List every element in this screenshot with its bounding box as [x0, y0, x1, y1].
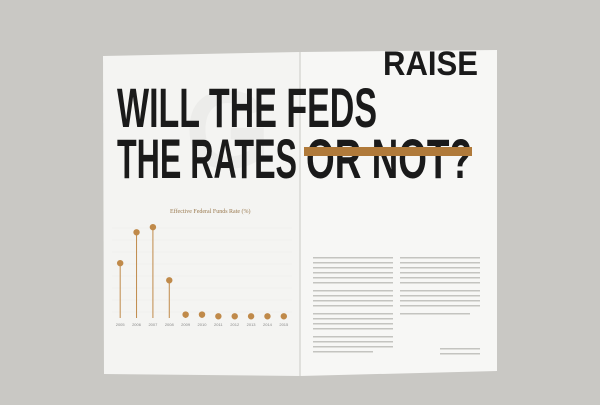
dot	[215, 313, 222, 320]
body-text	[313, 257, 480, 355]
left-page	[103, 52, 300, 376]
dot	[116, 259, 124, 267]
headline: THE RATES	[117, 127, 297, 190]
x-tick-label: 2012	[230, 322, 240, 327]
dot	[166, 277, 173, 284]
dot	[182, 311, 189, 318]
headline: RAISE	[383, 45, 478, 83]
right-page	[300, 50, 497, 376]
strike-bar	[304, 147, 472, 156]
headline: OR NOT?	[306, 127, 472, 190]
x-tick-label: 2006	[132, 322, 142, 327]
x-tick-label: 2007	[148, 322, 158, 327]
dot	[231, 313, 238, 320]
x-tick-label: 2010	[198, 322, 208, 327]
dot	[133, 229, 140, 236]
dot	[198, 311, 206, 318]
dot	[247, 313, 255, 320]
headline: WILL THE FEDS	[117, 76, 377, 139]
x-tick-label: 2008	[165, 322, 175, 327]
background-glyph: G	[185, 69, 271, 192]
x-tick-label: 2005	[116, 322, 126, 327]
x-tick-label: 2015	[279, 322, 289, 327]
dot	[280, 313, 288, 320]
x-tick-label: 2011	[214, 322, 223, 327]
x-tick-label: 2009	[181, 322, 191, 327]
dot	[149, 223, 157, 231]
x-tick-label: 2014	[263, 322, 273, 327]
chart-title: Effective Federal Funds Rate (%)	[170, 208, 251, 215]
x-tick-label: 2013	[247, 322, 257, 327]
chart: 2005 2006 2007 2008 2009 2010 2011 2012 2013 2014…	[112, 223, 292, 327]
dot	[264, 313, 271, 320]
